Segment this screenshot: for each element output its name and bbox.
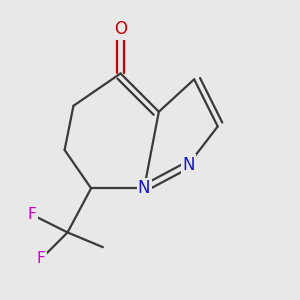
Text: N: N [138,179,150,197]
Text: O: O [114,20,127,38]
Text: F: F [28,207,37,222]
Text: F: F [37,251,45,266]
Text: N: N [182,156,194,174]
